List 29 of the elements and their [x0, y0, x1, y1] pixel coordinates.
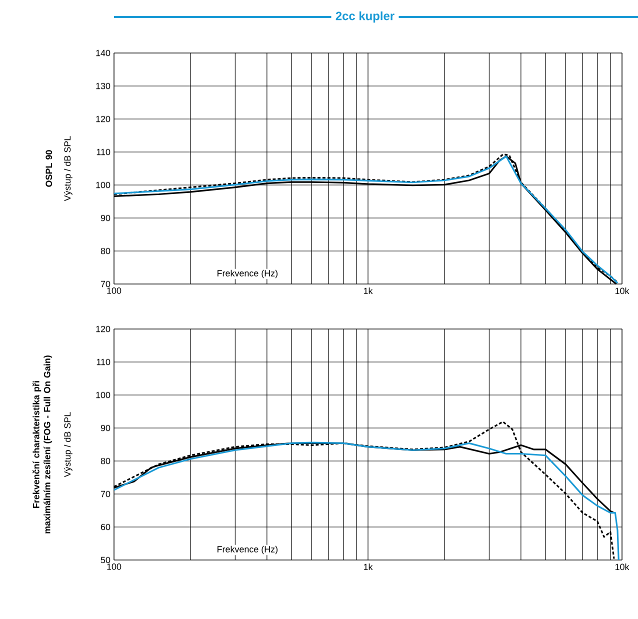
y-tick-label: 90: [100, 424, 110, 432]
y-tick-label: 80: [100, 458, 110, 464]
y-tick-label: 50: [100, 556, 110, 564]
x-axis-title: Frekvence (Hz): [218, 546, 278, 554]
y-tick-label: 110: [96, 358, 110, 366]
x-tick-label: 100: [107, 564, 122, 570]
y-tick-label: 90: [100, 214, 110, 222]
y-axis-title: Výstup / dB SPL: [64, 136, 72, 202]
x-axis-title: Frekvence (Hz): [218, 270, 278, 278]
x-tick-label: 1k: [364, 564, 373, 570]
y-tick-label: 130: [96, 82, 110, 90]
y-tick-label: 100: [96, 182, 110, 188]
y-tick-label: 120: [96, 116, 110, 122]
y-tick-label: 60: [100, 524, 110, 530]
x-tick-label: 1k: [364, 288, 373, 294]
y-tick-label: 120: [96, 326, 110, 332]
y-tick-label: 70: [100, 490, 110, 498]
x-tick-label: 10k: [615, 564, 630, 570]
y-axis-title: Výstup / dB SPL: [64, 412, 72, 478]
y-tick-label: 110: [96, 148, 110, 156]
text: OSPL 90: [46, 150, 52, 187]
text: Frekvenční charakteristika při maximálním zesílení (FOG - Full On Gain): [32, 356, 52, 534]
y-tick-label: 100: [96, 392, 110, 398]
x-tick-label: 10k: [615, 288, 630, 294]
chart-title: 2cc kupler: [336, 11, 394, 23]
y-tick-label: 70: [100, 280, 110, 288]
x-tick-label: 100: [107, 288, 122, 294]
y-tick-label: 140: [96, 50, 110, 56]
y-tick-label: 80: [100, 248, 110, 254]
